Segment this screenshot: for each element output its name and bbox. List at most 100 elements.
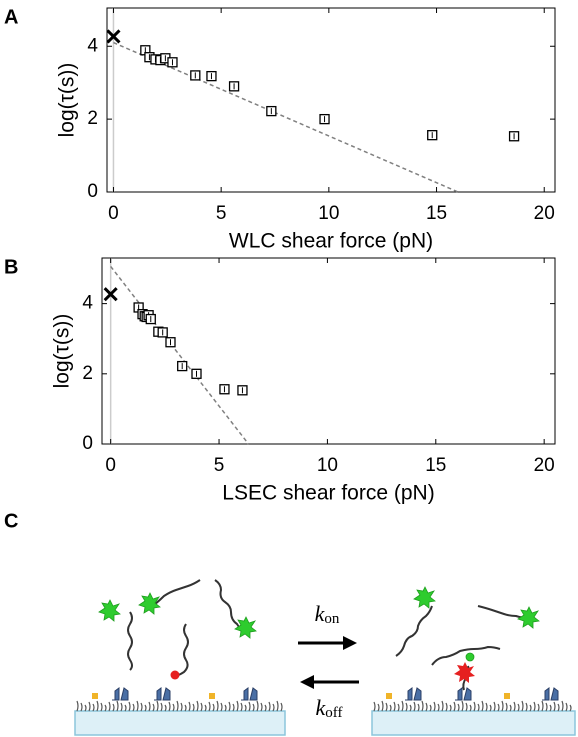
panel-label: C [4,510,18,532]
brush-strand [525,702,528,712]
plot-area [106,7,556,193]
x-tick-label: 5 [216,203,227,224]
x-axis-label: WLC shear force (pN) [229,230,433,253]
brush-strand [124,704,127,712]
data-point [157,327,168,338]
brush-strand [104,704,107,712]
brush-strand [449,704,452,712]
rate-arrows [298,636,359,689]
brush-strand [220,702,223,712]
brush-strand [457,703,460,712]
x-tick-label: 15 [426,203,447,224]
brush-strand [569,704,572,712]
rate-subscript: on [324,611,340,627]
x-tick-label: 15 [425,455,446,476]
brush-strand [260,702,263,712]
rate-subscript: off [325,705,342,721]
brush-strand [212,703,215,712]
brush-strand [501,700,504,712]
brush-strand [433,701,436,712]
k-on-label: kon [315,601,340,627]
data-point [191,368,202,379]
brush-strand [216,700,219,712]
brush-strand [405,702,408,712]
x-tick-label: 10 [318,203,339,224]
brush-strand [276,700,279,712]
brush-strand [541,700,544,712]
brush-strand [533,701,536,712]
x-tick-label: 20 [534,455,555,476]
data-point [427,130,438,141]
brush-strand [144,704,147,712]
brush-strand [264,704,267,712]
brush-strand [268,701,271,712]
brush-strand [112,703,115,712]
brush-strand [485,702,488,712]
brush-strand [244,704,247,712]
x-tick-label: 0 [108,203,119,224]
brush-strand [224,704,227,712]
brush-strand [373,701,376,712]
brush-strand [473,701,476,712]
rate-symbol: k [315,601,326,626]
x-tick-label: 5 [214,455,225,476]
x-marker [103,287,118,302]
data-point [508,131,520,142]
brush-strand [116,700,119,712]
data-point [103,287,118,302]
x-marker [106,29,121,44]
brush-strand [252,703,255,712]
brush-strand [192,703,195,712]
brush-strand [409,704,412,712]
brush-strand [232,703,235,712]
brush-strand [493,701,496,712]
x-axis-label: LSEC shear force (pN) [222,482,434,505]
anchors [92,693,510,699]
brush-strand [401,700,404,712]
brush-strand [120,702,123,712]
receptors [112,687,559,701]
brush-strand [108,701,111,712]
panel-label: B [4,256,18,278]
data-point [167,57,178,68]
y-tick-label: 4 [87,35,98,56]
data-point [237,385,248,396]
brush-strand [236,700,239,712]
data-point [177,360,188,372]
brush-strand [176,700,179,712]
brush-strand [84,704,87,712]
brush-strand [280,702,283,712]
y-axis-label: log(τ(s)) [56,63,79,138]
brush-strand [256,700,259,712]
brush-strand [140,702,143,712]
brush-strand [425,702,428,712]
brush-strand [168,701,171,712]
brush-strand [549,704,552,712]
brush-strand [196,700,199,712]
data-point [190,70,201,81]
brush-strand [164,704,167,712]
brush-strand [481,700,484,712]
y-tick-label: 0 [87,181,98,202]
substrate [371,710,576,736]
brush-strand [469,704,472,712]
data-point [228,81,240,92]
brush-strand [389,704,392,712]
brush-strand [88,701,91,712]
data-point [319,113,330,125]
brush-strand [240,702,243,712]
brush-strand [148,701,151,712]
brush-strand [100,702,103,712]
data-point [145,313,156,325]
brush-strand [385,702,388,712]
fit-line [110,265,250,445]
x-tick-label: 20 [534,203,555,224]
brush-strand [413,701,416,712]
brush-strand [248,701,251,712]
polymer-brush [76,700,572,712]
brush-strand [96,700,99,712]
brush-strand [465,702,468,712]
brush-strand [441,700,444,712]
brush-strand [377,703,380,712]
brush-strand [557,703,560,712]
